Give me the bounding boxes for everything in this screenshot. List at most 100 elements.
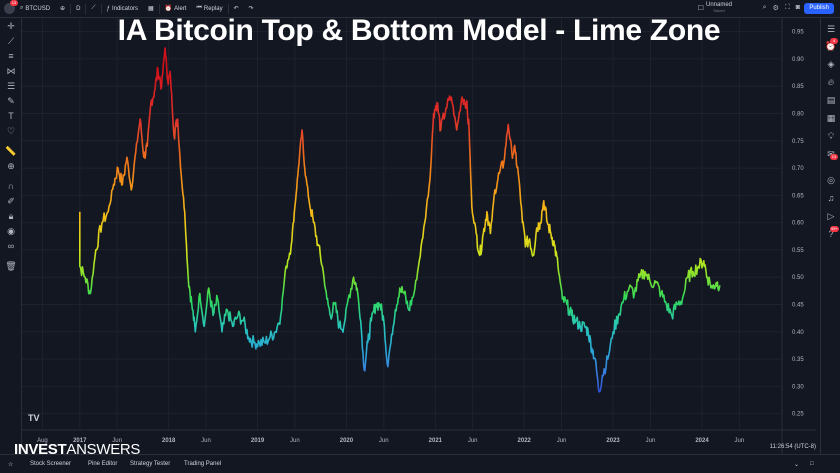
- help-icon[interactable]: ?: [828, 229, 834, 239]
- user-avatar[interactable]: 13: [4, 0, 18, 14]
- star-icon[interactable]: ☆: [8, 462, 14, 468]
- y-tick-label: 0.35: [792, 357, 804, 363]
- y-tick-label: 0.60: [792, 221, 804, 227]
- search-icon[interactable]: ⌕: [762, 4, 767, 11]
- ruler-icon[interactable]: 📏: [5, 146, 17, 156]
- x-tick-label: 2024: [695, 438, 709, 444]
- y-tick-label: 0.80: [792, 111, 804, 117]
- redo-button[interactable]: ↷: [244, 0, 259, 18]
- x-tick-label: 2023: [606, 438, 620, 444]
- crosshair-icon[interactable]: ✛: [7, 21, 15, 31]
- clock-readout[interactable]: 11:26:54 (UTC-8): [769, 444, 816, 450]
- investanswers-watermark: INVESTANSWERS: [14, 441, 140, 458]
- chart-canvas[interactable]: 0.95 0.90 0.85 0.80 0.75 0.70 0.65 0.60 0.55 0.50…: [22, 18, 816, 454]
- help-badge: 99+: [830, 226, 839, 232]
- y-tick-label: 0.40: [792, 330, 804, 336]
- watchlist-icon[interactable]: ☰: [826, 24, 836, 34]
- undo-button[interactable]: ↶: [229, 0, 244, 18]
- y-tick-label: 0.70: [792, 166, 804, 172]
- x-tick-label: Jun: [734, 438, 744, 444]
- link-icon[interactable]: ∞: [7, 241, 15, 251]
- horizontal-lines-icon[interactable]: ≡: [8, 51, 14, 61]
- x-tick-label: Jun: [557, 438, 567, 444]
- pitchfork-icon[interactable]: ⋈: [6, 66, 16, 76]
- y-tick-label: 0.25: [792, 412, 804, 418]
- top-right-tools: ☐ ⌕ ⚙ ⛶ ◙: [698, 4, 800, 12]
- chart-type-button[interactable]: ⟋: [86, 0, 100, 18]
- checkbox-icon[interactable]: ☐: [697, 5, 704, 12]
- price-axis[interactable]: 0.95 0.90 0.85 0.80 0.75 0.70 0.65 0.60 0.55 0.50…: [781, 18, 804, 454]
- eye-icon[interactable]: ◉: [7, 226, 15, 236]
- publish-button[interactable]: Publish: [804, 3, 834, 14]
- ideas-icon[interactable]: 💡︎: [827, 131, 835, 141]
- alerts-icon[interactable]: ⏰: [825, 41, 837, 51]
- layers-icon[interactable]: ◈: [827, 59, 835, 69]
- notifications-icon[interactable]: ♫: [827, 193, 835, 203]
- y-tick-label: 0.90: [792, 57, 804, 63]
- zoom-icon[interactable]: ⊕: [7, 161, 15, 171]
- fullscreen-icon[interactable]: ⛶: [784, 4, 790, 11]
- y-tick-label: 0.55: [792, 248, 804, 254]
- text-icon[interactable]: T: [8, 111, 14, 121]
- symbol-search-button[interactable]: ⌕ BTCUSD: [15, 0, 55, 18]
- fib-icon[interactable]: ☰: [6, 81, 16, 91]
- x-tick-label: 2020: [340, 438, 354, 444]
- divider: [227, 3, 229, 14]
- redo-icon: ↷: [248, 6, 254, 12]
- magnet-icon[interactable]: ∩: [7, 181, 15, 191]
- chart-grid: [22, 18, 782, 430]
- data-window-icon[interactable]: ▤: [826, 95, 836, 105]
- y-tick-label: 0.50: [792, 275, 804, 281]
- alert-label: Alert: [174, 5, 187, 12]
- chart-background: [22, 18, 816, 454]
- collapse-panel-icon[interactable]: ⌄: [794, 462, 800, 468]
- streams-icon[interactable]: ◎: [827, 175, 835, 185]
- tab-trading-panel[interactable]: Trading Panel: [184, 461, 222, 467]
- trend-line-icon[interactable]: ⟋: [7, 36, 15, 46]
- pencil-lock-icon[interactable]: ✐: [7, 196, 15, 206]
- right-sidebar: ☰ ⏰ 4 ◈ 🔥︎ ▤ ▦ 💡︎ ✉ 13 ◎ ♫ ▷ ? 99+: [820, 18, 840, 454]
- model-line: [79, 47, 721, 393]
- indicators-button[interactable]: ƒ Indicators: [102, 0, 143, 18]
- x-tick-label: Jun: [646, 438, 656, 444]
- broadcast-icon[interactable]: ▷: [827, 211, 835, 221]
- divider: [158, 3, 160, 14]
- settings-icon[interactable]: ⚙: [772, 5, 779, 12]
- symbol-label: BTCUSD: [25, 5, 51, 12]
- templates-button[interactable]: ▦: [143, 0, 159, 18]
- camera-icon[interactable]: ◙: [795, 4, 800, 11]
- layout-saved-label: Saved: [713, 8, 725, 13]
- heart-icon[interactable]: ♡: [6, 126, 16, 136]
- y-tick-label: 0.85: [792, 84, 804, 90]
- layout-name-button[interactable]: Unnamed Saved: [706, 2, 732, 14]
- lock-icon[interactable]: 🔒︎: [8, 211, 14, 221]
- trash-icon[interactable]: 🗑︎: [5, 261, 17, 271]
- tab-pine-editor[interactable]: Pine Editor: [88, 461, 118, 467]
- brush-icon[interactable]: ✎: [7, 96, 15, 106]
- indicators-icon: ƒ: [106, 5, 110, 12]
- interval-button[interactable]: D: [76, 5, 81, 12]
- hotlist-icon[interactable]: 🔥︎: [827, 77, 835, 87]
- tab-stock-screener[interactable]: Stock Screener: [30, 461, 72, 467]
- indicators-label: Indicators: [111, 5, 138, 12]
- y-tick-label: 0.75: [792, 139, 804, 145]
- undo-icon: ↶: [233, 6, 239, 12]
- plus-circle-icon: ⊕: [60, 6, 66, 12]
- x-tick-label: 2017: [73, 438, 87, 444]
- compare-button[interactable]: ⊕: [55, 0, 70, 18]
- x-tick-label: 2019: [251, 438, 265, 444]
- divider: [100, 3, 102, 14]
- line-chart-icon: ⟋: [91, 5, 96, 11]
- tradingview-logo[interactable]: TV: [28, 413, 40, 423]
- x-tick-label: Jun: [468, 438, 478, 444]
- time-axis[interactable]: Aug 2017 Jun 2018 Jun 2019 Jun 2020 Jun 2021 Jun 20…: [22, 429, 816, 444]
- y-tick-label: 0.95: [792, 30, 804, 36]
- maximize-panel-icon[interactable]: □: [810, 461, 814, 467]
- x-tick-label: 2018: [162, 438, 176, 444]
- chart-title: IA Bitcoin Top & Bottom Model - Lime Zon…: [117, 14, 721, 47]
- replay-button[interactable]: ⏮ Replay: [191, 0, 227, 18]
- y-tick-label: 0.45: [792, 302, 804, 308]
- alert-button[interactable]: ⏰ Alert: [160, 0, 192, 18]
- tab-strategy-tester[interactable]: Strategy Tester: [130, 461, 171, 467]
- calendar-icon[interactable]: ▦: [826, 113, 836, 123]
